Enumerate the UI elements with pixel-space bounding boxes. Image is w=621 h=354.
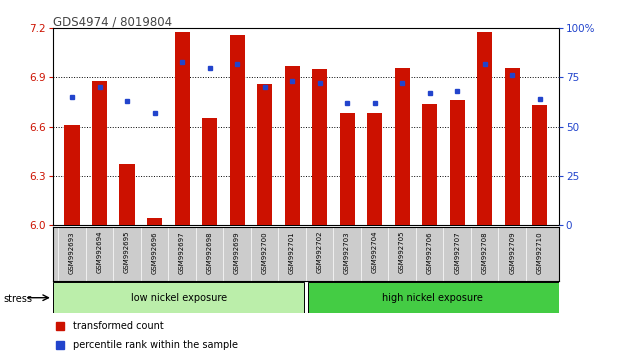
Bar <box>477 32 492 225</box>
Text: low nickel exposure: low nickel exposure <box>131 293 227 303</box>
Text: GSM992705: GSM992705 <box>399 231 405 273</box>
Bar <box>394 68 410 225</box>
Text: GSM992702: GSM992702 <box>317 231 322 273</box>
Bar <box>147 218 162 225</box>
Text: GSM992701: GSM992701 <box>289 231 295 274</box>
Bar <box>340 114 355 225</box>
Bar <box>53 282 304 313</box>
Bar <box>308 282 559 313</box>
Text: GSM992707: GSM992707 <box>454 231 460 274</box>
Text: GSM992694: GSM992694 <box>96 231 102 273</box>
Bar <box>312 69 327 225</box>
Bar <box>92 81 107 225</box>
Bar <box>505 68 520 225</box>
Text: high nickel exposure: high nickel exposure <box>382 293 483 303</box>
Text: GSM992695: GSM992695 <box>124 231 130 273</box>
Bar <box>175 32 189 225</box>
Bar <box>422 104 437 225</box>
Text: transformed count: transformed count <box>73 321 164 331</box>
Bar <box>450 101 465 225</box>
Text: GSM992700: GSM992700 <box>261 231 268 274</box>
Bar <box>119 164 135 225</box>
Text: GSM992697: GSM992697 <box>179 231 185 274</box>
Text: GSM992708: GSM992708 <box>482 231 487 274</box>
Bar <box>257 84 272 225</box>
Text: GSM992699: GSM992699 <box>234 231 240 274</box>
Text: percentile rank within the sample: percentile rank within the sample <box>73 341 238 350</box>
Text: GSM992710: GSM992710 <box>537 231 543 274</box>
Text: GSM992703: GSM992703 <box>344 231 350 274</box>
Bar <box>230 35 245 225</box>
Bar <box>367 114 382 225</box>
Text: stress: stress <box>3 294 32 304</box>
Text: GSM992704: GSM992704 <box>371 231 378 273</box>
Text: GSM992709: GSM992709 <box>509 231 515 274</box>
Bar <box>202 118 217 225</box>
Text: GDS4974 / 8019804: GDS4974 / 8019804 <box>53 16 172 29</box>
Text: GSM992698: GSM992698 <box>207 231 212 274</box>
Text: GSM992706: GSM992706 <box>427 231 433 274</box>
Bar <box>532 105 547 225</box>
Bar <box>65 125 79 225</box>
Text: GSM992693: GSM992693 <box>69 231 75 274</box>
Bar <box>284 66 300 225</box>
Text: GSM992696: GSM992696 <box>152 231 158 274</box>
